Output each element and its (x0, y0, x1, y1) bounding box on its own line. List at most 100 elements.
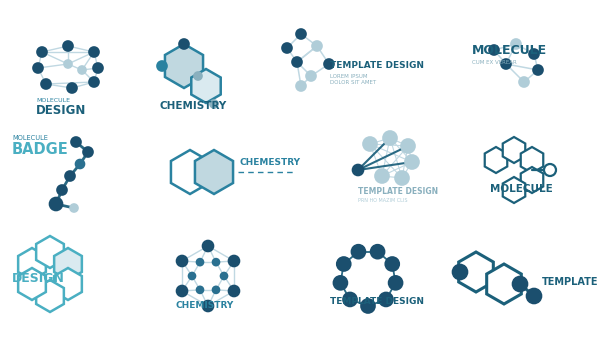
Circle shape (343, 292, 357, 307)
Circle shape (371, 245, 384, 259)
Circle shape (70, 204, 78, 212)
Circle shape (157, 61, 167, 71)
Polygon shape (54, 268, 82, 300)
Circle shape (228, 256, 239, 267)
Circle shape (401, 139, 415, 153)
Circle shape (353, 164, 364, 175)
Text: MOLECULE: MOLECULE (472, 44, 547, 57)
Circle shape (489, 45, 499, 55)
Polygon shape (487, 264, 521, 304)
Circle shape (363, 137, 377, 151)
Circle shape (176, 256, 187, 267)
Circle shape (312, 41, 322, 51)
Circle shape (512, 277, 528, 291)
Circle shape (212, 259, 220, 266)
Polygon shape (18, 268, 46, 300)
Circle shape (395, 171, 409, 185)
Text: DESIGN: DESIGN (36, 104, 86, 117)
Text: BADGE: BADGE (12, 141, 69, 157)
Polygon shape (54, 248, 82, 280)
Text: TEMPLATE DESIGN: TEMPLATE DESIGN (330, 62, 424, 71)
Text: CHEMISTRY: CHEMISTRY (160, 101, 227, 111)
Circle shape (75, 160, 84, 169)
Circle shape (196, 259, 204, 266)
Circle shape (337, 257, 351, 271)
Circle shape (65, 171, 75, 181)
Text: DOLOR SIT AMET: DOLOR SIT AMET (330, 80, 376, 86)
Circle shape (296, 29, 306, 39)
Circle shape (64, 60, 72, 68)
Circle shape (196, 286, 204, 293)
Circle shape (176, 286, 187, 297)
Text: CHEMESTRY: CHEMESTRY (240, 158, 301, 167)
Circle shape (383, 131, 397, 145)
Circle shape (501, 59, 511, 69)
Text: TEMPLATE DESIGN: TEMPLATE DESIGN (330, 298, 424, 307)
Circle shape (324, 59, 334, 69)
Polygon shape (502, 137, 525, 163)
Circle shape (511, 39, 521, 49)
Polygon shape (458, 252, 493, 292)
Circle shape (37, 47, 47, 57)
Text: TEMPLATE: TEMPLATE (542, 277, 599, 287)
Polygon shape (165, 44, 203, 88)
Circle shape (71, 137, 81, 147)
Circle shape (533, 65, 543, 75)
Text: LOREM IPSUM: LOREM IPSUM (330, 74, 367, 78)
Text: PRN HO MAZIM CLIS: PRN HO MAZIM CLIS (358, 198, 408, 204)
Circle shape (529, 49, 539, 59)
Circle shape (220, 272, 228, 279)
Circle shape (50, 197, 62, 211)
Circle shape (78, 66, 86, 74)
Circle shape (452, 265, 468, 279)
Text: CHEMISTRY: CHEMISTRY (175, 301, 233, 311)
Circle shape (361, 299, 375, 313)
Circle shape (89, 47, 99, 57)
Circle shape (203, 240, 214, 251)
Text: CUM EX VEREAR: CUM EX VEREAR (472, 61, 517, 65)
Polygon shape (485, 147, 507, 173)
Circle shape (379, 292, 393, 307)
Circle shape (203, 301, 214, 312)
Circle shape (67, 83, 77, 93)
Text: MOLECULE: MOLECULE (36, 97, 70, 103)
Text: TEMPLATE DESIGN: TEMPLATE DESIGN (358, 187, 438, 196)
Circle shape (41, 79, 51, 89)
Text: MOLECULE: MOLECULE (490, 184, 553, 194)
Circle shape (306, 71, 316, 81)
Circle shape (296, 81, 306, 91)
Circle shape (179, 39, 189, 49)
Text: MOLECULE: MOLECULE (12, 135, 48, 141)
Circle shape (375, 169, 389, 183)
Polygon shape (192, 69, 221, 103)
Circle shape (282, 43, 292, 53)
Circle shape (385, 257, 399, 271)
Polygon shape (521, 167, 543, 193)
Circle shape (405, 155, 419, 169)
Polygon shape (36, 280, 64, 312)
Circle shape (33, 63, 43, 73)
Polygon shape (195, 150, 233, 194)
Polygon shape (36, 236, 64, 268)
Circle shape (194, 72, 202, 80)
Circle shape (526, 289, 542, 303)
Polygon shape (521, 147, 543, 173)
Polygon shape (171, 150, 209, 194)
Circle shape (83, 147, 93, 157)
Circle shape (57, 185, 67, 195)
Circle shape (210, 100, 218, 108)
Circle shape (63, 41, 73, 51)
Circle shape (228, 286, 239, 297)
Circle shape (389, 276, 403, 290)
Circle shape (292, 57, 302, 67)
Polygon shape (502, 177, 525, 203)
Circle shape (519, 77, 529, 87)
Circle shape (544, 164, 556, 176)
Circle shape (93, 63, 103, 73)
Circle shape (188, 272, 195, 279)
Circle shape (351, 245, 365, 259)
Text: DESIGN: DESIGN (12, 271, 65, 284)
Circle shape (212, 286, 220, 293)
Circle shape (89, 77, 99, 87)
Circle shape (334, 276, 348, 290)
